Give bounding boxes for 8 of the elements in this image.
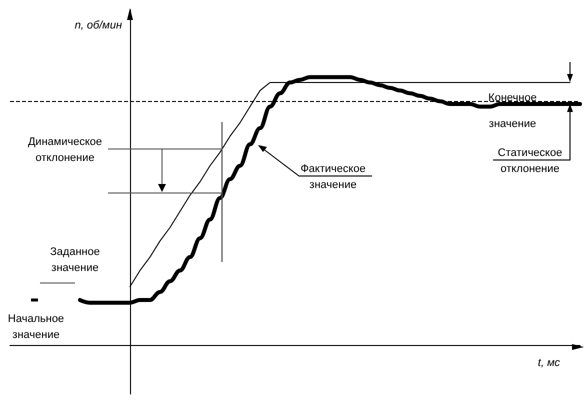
x-axis-title: t, мс: [538, 357, 560, 370]
text: Конечное значение: [488, 92, 537, 130]
y-axis-title: n, об/мин: [74, 20, 122, 32]
annotation: Фактическое значение: [299, 162, 367, 193]
annotation: Динамическое отклонение: [26, 135, 103, 166]
annotation: Заданное значение: [49, 245, 101, 276]
annotation: Начальное значение: [6, 312, 66, 343]
annotation: Статическое отклонение: [496, 146, 564, 177]
